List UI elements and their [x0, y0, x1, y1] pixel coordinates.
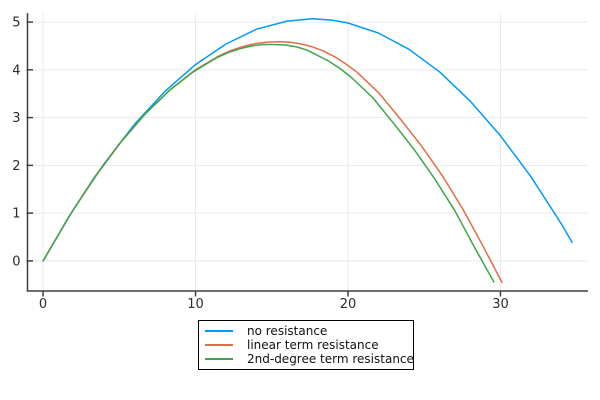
x-tick-label: 10	[187, 297, 204, 312]
legend-label: linear term resistance	[247, 338, 379, 352]
x-tick-label: 0	[39, 297, 47, 312]
legend-label: no resistance	[247, 324, 328, 338]
legend-item-no-resistance: no resistance	[205, 324, 413, 338]
legend: no resistance linear term resistance 2nd…	[198, 320, 414, 370]
y-tick-label: 0	[12, 254, 20, 269]
y-tick-label: 1	[12, 207, 20, 222]
series-line-1	[42, 40, 503, 284]
legend-line-sample-blue	[205, 330, 233, 332]
y-tick-label: 4	[12, 63, 20, 78]
series-line-0	[42, 17, 573, 262]
legend-line-sample-green	[205, 358, 233, 360]
legend-item-2nd-degree-term-resistance: 2nd-degree term resistance	[205, 352, 414, 366]
legend-line-sample-orange	[205, 344, 233, 346]
legend-item-linear-term-resistance: linear term resistance	[205, 338, 413, 352]
series-line-2	[42, 43, 495, 283]
legend-label: 2nd-degree term resistance	[247, 352, 414, 366]
y-tick-label: 2	[12, 159, 20, 174]
y-tick-label: 3	[12, 111, 20, 126]
x-tick-label: 20	[340, 297, 357, 312]
x-tick-label: 30	[492, 297, 509, 312]
y-tick-label: 5	[12, 16, 20, 31]
